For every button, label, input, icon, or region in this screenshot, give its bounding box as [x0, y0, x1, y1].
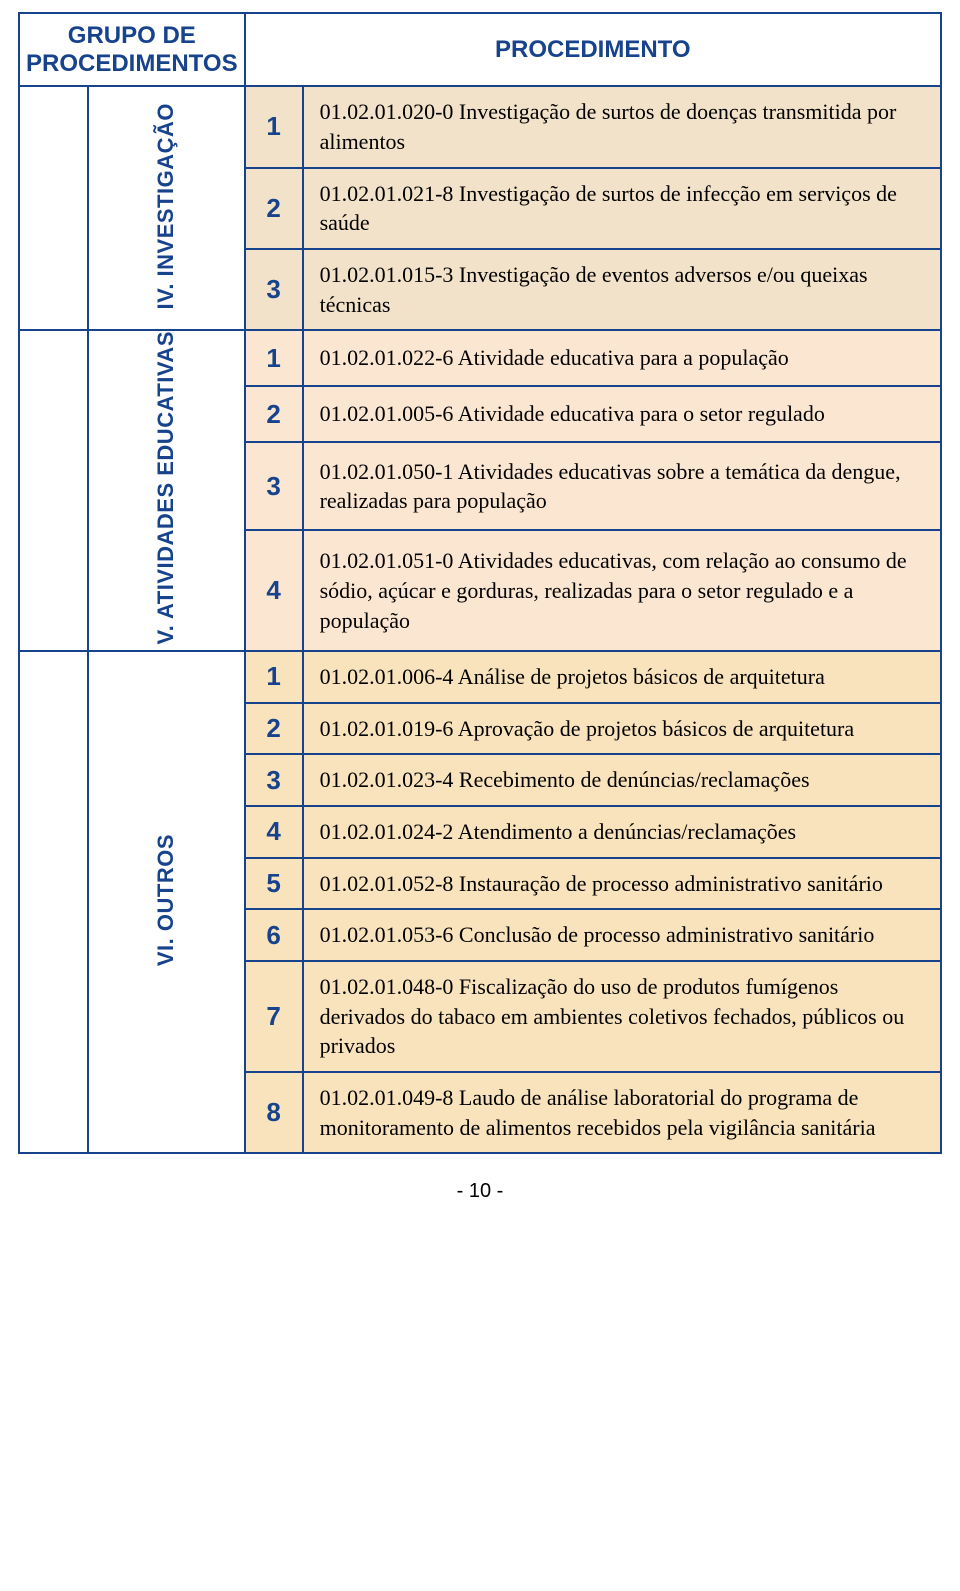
row-desc: 01.02.01.051-0 Atividades educativas, co… [303, 530, 941, 650]
row-desc: 01.02.01.023-4 Recebimento de denúncias/… [303, 754, 941, 806]
row-number: 1 [245, 330, 303, 386]
row-number: 3 [245, 754, 303, 806]
row-desc: 01.02.01.052-8 Instauração de processo a… [303, 858, 941, 910]
row-desc: 01.02.01.049-8 Laudo de análise laborato… [303, 1072, 941, 1153]
table-row: VI. OUTROS 1 01.02.01.006-4 Análise de p… [19, 651, 941, 703]
row-desc: 01.02.01.021-8 Investigação de surtos de… [303, 168, 941, 249]
row-desc: 01.02.01.020-0 Investigação de surtos de… [303, 86, 941, 167]
page-number: - 10 - [18, 1180, 942, 1203]
group-stripe-v [19, 330, 88, 651]
row-desc: 01.02.01.053-6 Conclusão de processo adm… [303, 909, 941, 961]
group-label-cell-v: V. ATIVIDADES EDUCATIVAS [88, 330, 245, 651]
row-number: 2 [245, 386, 303, 442]
row-number: 2 [245, 168, 303, 249]
table-row: IV. INVESTIGAÇÃO 1 01.02.01.020-0 Invest… [19, 86, 941, 167]
row-desc: 01.02.01.050-1 Atividades educativas sob… [303, 442, 941, 530]
row-number: 7 [245, 961, 303, 1072]
row-number: 4 [245, 806, 303, 858]
group-label-cell-vi: VI. OUTROS [88, 651, 245, 1154]
group-stripe-vi [19, 651, 88, 1154]
table-header-row: GRUPO DE PROCEDIMENTOS PROCEDIMENTO [19, 13, 941, 86]
row-number: 6 [245, 909, 303, 961]
header-group-col: GRUPO DE PROCEDIMENTOS [19, 13, 245, 86]
row-number: 1 [245, 651, 303, 703]
group-label-vi: VI. OUTROS [153, 834, 179, 966]
group-label-v: V. ATIVIDADES EDUCATIVAS [153, 331, 179, 645]
row-number: 5 [245, 858, 303, 910]
row-number: 2 [245, 703, 303, 755]
row-number: 4 [245, 530, 303, 650]
row-desc: 01.02.01.048-0 Fiscalização do uso de pr… [303, 961, 941, 1072]
row-desc: 01.02.01.015-3 Investigação de eventos a… [303, 249, 941, 330]
row-desc: 01.02.01.005-6 Atividade educativa para … [303, 386, 941, 442]
header-proc-col: PROCEDIMENTO [245, 13, 941, 86]
group-stripe-iv [19, 86, 88, 330]
row-desc: 01.02.01.022-6 Atividade educativa para … [303, 330, 941, 386]
group-label-iv: IV. INVESTIGAÇÃO [153, 103, 179, 309]
row-desc: 01.02.01.024-2 Atendimento a denúncias/r… [303, 806, 941, 858]
procedures-table: GRUPO DE PROCEDIMENTOS PROCEDIMENTO IV. … [18, 12, 942, 1154]
table-row: V. ATIVIDADES EDUCATIVAS 1 01.02.01.022-… [19, 330, 941, 386]
row-number: 3 [245, 442, 303, 530]
row-number: 8 [245, 1072, 303, 1153]
row-desc: 01.02.01.006-4 Análise de projetos básic… [303, 651, 941, 703]
row-desc: 01.02.01.019-6 Aprovação de projetos bás… [303, 703, 941, 755]
row-number: 1 [245, 86, 303, 167]
group-label-cell-iv: IV. INVESTIGAÇÃO [88, 86, 245, 330]
row-number: 3 [245, 249, 303, 330]
